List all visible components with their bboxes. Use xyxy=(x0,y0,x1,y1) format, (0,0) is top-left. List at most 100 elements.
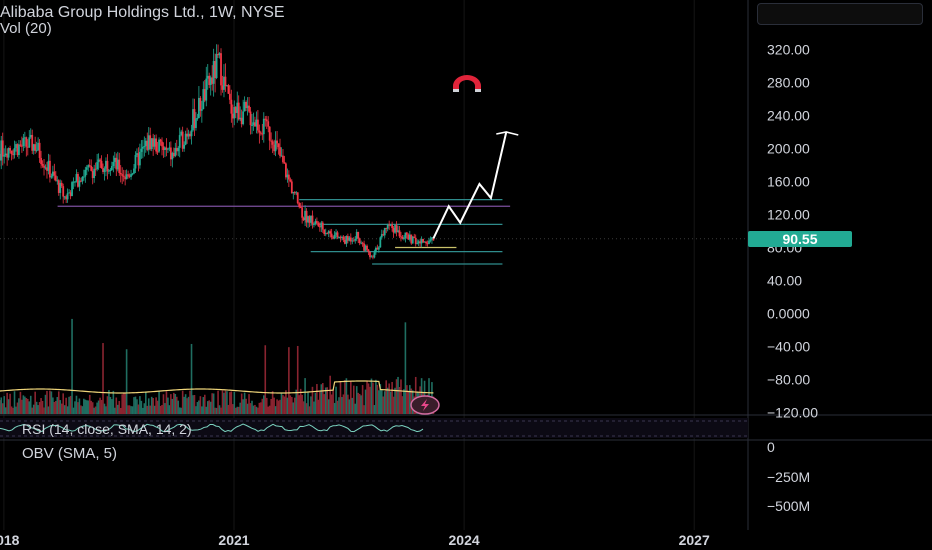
volume-bar xyxy=(351,397,354,414)
volume-bar xyxy=(69,395,72,414)
candle-body xyxy=(411,236,414,244)
candle-body xyxy=(32,144,35,151)
time-axis[interactable]: 2018 2021 2024 2027 xyxy=(0,532,710,548)
volume-bar xyxy=(366,380,368,414)
volume-bar xyxy=(345,378,348,414)
candle-body xyxy=(329,231,332,234)
volume-bar xyxy=(75,395,78,414)
candle-body xyxy=(262,118,265,135)
volume-bar xyxy=(335,386,337,414)
top-right-toolbar[interactable] xyxy=(757,3,923,25)
obv-legend: OBV (SMA, 5) xyxy=(22,445,118,462)
candle-body xyxy=(414,237,417,244)
candle-body xyxy=(226,85,228,87)
candle-body xyxy=(202,89,205,110)
volume-bar xyxy=(209,401,212,414)
candle-body xyxy=(16,144,19,156)
price-axis-label: −40.00 xyxy=(767,339,810,355)
volume-bar xyxy=(248,394,250,414)
volume-bar xyxy=(173,392,175,414)
candle-body xyxy=(217,54,219,56)
volume-bar xyxy=(77,402,79,414)
candle-body xyxy=(277,143,280,148)
volume-bar xyxy=(295,389,298,414)
candle-body xyxy=(7,147,10,158)
volume-bar xyxy=(344,380,346,414)
candle-body xyxy=(373,252,376,258)
price-axis-label: −80.00 xyxy=(767,372,810,388)
volume-bar xyxy=(314,392,317,414)
candle-body xyxy=(290,181,293,194)
volume-bar xyxy=(12,407,14,414)
volume-bar xyxy=(199,396,202,414)
volume-bar xyxy=(388,383,390,414)
volume-bar xyxy=(321,383,324,414)
candle-body xyxy=(109,169,112,171)
volume-bar xyxy=(161,404,163,414)
last-price-tag: 90.55 xyxy=(748,231,852,247)
candle-body xyxy=(125,174,128,180)
candle-body xyxy=(34,144,37,151)
price-axis[interactable]: 320.00280.00240.00200.00160.00120.0080.0… xyxy=(767,42,818,515)
candle-body xyxy=(239,117,242,120)
candle-body xyxy=(143,146,146,148)
volume-bar xyxy=(180,407,182,414)
candle-body xyxy=(174,148,177,157)
candle-body xyxy=(292,192,295,194)
candle-body xyxy=(57,180,60,193)
candle-body xyxy=(220,53,222,86)
volume-bar xyxy=(255,406,258,414)
projection-arrowhead xyxy=(496,131,519,136)
volume-bar xyxy=(283,396,286,414)
volume-bar xyxy=(308,406,311,414)
lightning-icon[interactable] xyxy=(410,395,440,415)
candle-body xyxy=(43,165,45,168)
volume-bar xyxy=(181,390,184,414)
candle-body xyxy=(77,173,79,187)
candle-body xyxy=(268,126,271,141)
magnet-icon[interactable] xyxy=(453,75,481,92)
price-axis-label: 160.00 xyxy=(767,174,810,190)
candle-body xyxy=(26,146,29,148)
volume-bar xyxy=(354,403,357,414)
volume-bar xyxy=(260,402,262,414)
volume-bar xyxy=(257,407,259,414)
candle-body xyxy=(330,233,333,238)
candle-body xyxy=(12,154,14,156)
candle-body xyxy=(140,148,143,152)
candle-body xyxy=(408,234,411,240)
volume-bar xyxy=(232,404,234,414)
candle-body xyxy=(186,133,188,137)
candle-body xyxy=(320,222,323,228)
candle-body xyxy=(431,237,433,240)
volume-bar xyxy=(41,400,44,414)
volume-bar xyxy=(65,397,67,414)
candle-body xyxy=(301,207,304,218)
candle-body xyxy=(97,159,100,163)
candle-body xyxy=(56,180,59,182)
candle-body xyxy=(103,168,106,172)
volume-bar xyxy=(198,400,200,414)
volume-bar xyxy=(246,403,249,414)
candle-body xyxy=(380,234,383,238)
candle-body xyxy=(169,147,172,160)
candle-body xyxy=(1,140,4,157)
volume-bar xyxy=(350,380,352,414)
candle-body xyxy=(282,155,284,163)
candle-body xyxy=(6,153,9,158)
volume-bar xyxy=(243,392,246,414)
candle-body xyxy=(141,146,144,149)
volume-bar xyxy=(102,343,104,414)
candle-body xyxy=(90,165,93,171)
time-axis-label: 2018 xyxy=(0,532,20,548)
volume-bar xyxy=(282,395,284,414)
volume-bar xyxy=(56,397,59,414)
volume-bar xyxy=(158,390,160,414)
candle-body xyxy=(4,153,7,156)
obv-series xyxy=(0,380,434,394)
candle-body xyxy=(246,105,249,109)
volume-bar xyxy=(386,387,389,414)
volume-bar xyxy=(338,397,340,414)
candle-body xyxy=(161,141,163,147)
